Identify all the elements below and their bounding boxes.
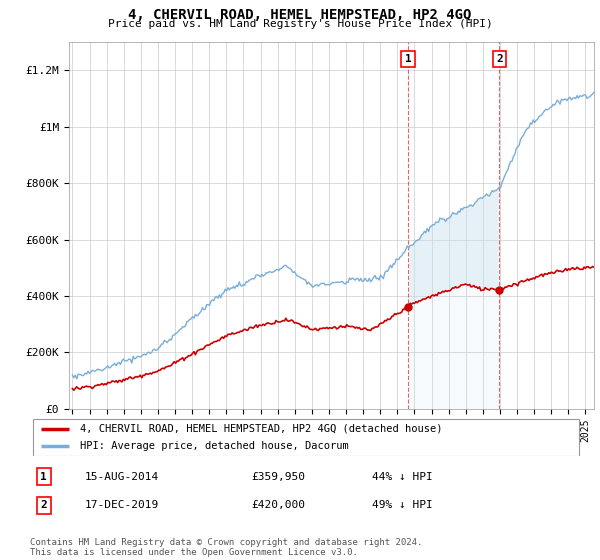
Text: 4, CHERVIL ROAD, HEMEL HEMPSTEAD, HP2 4GQ: 4, CHERVIL ROAD, HEMEL HEMPSTEAD, HP2 4G… (128, 8, 472, 22)
Text: 1: 1 (404, 54, 412, 64)
Text: 49% ↓ HPI: 49% ↓ HPI (372, 500, 433, 510)
Text: 2: 2 (40, 500, 47, 510)
Text: £420,000: £420,000 (251, 500, 305, 510)
Text: 2: 2 (496, 54, 503, 64)
Text: HPI: Average price, detached house, Dacorum: HPI: Average price, detached house, Daco… (80, 441, 349, 451)
FancyBboxPatch shape (33, 419, 579, 456)
Text: Contains HM Land Registry data © Crown copyright and database right 2024.
This d: Contains HM Land Registry data © Crown c… (30, 538, 422, 557)
Text: 1: 1 (40, 472, 47, 482)
Text: 44% ↓ HPI: 44% ↓ HPI (372, 472, 433, 482)
Text: Price paid vs. HM Land Registry's House Price Index (HPI): Price paid vs. HM Land Registry's House … (107, 19, 493, 29)
Text: £359,950: £359,950 (251, 472, 305, 482)
Text: 4, CHERVIL ROAD, HEMEL HEMPSTEAD, HP2 4GQ (detached house): 4, CHERVIL ROAD, HEMEL HEMPSTEAD, HP2 4G… (80, 423, 442, 433)
Text: 17-DEC-2019: 17-DEC-2019 (85, 500, 160, 510)
Text: 15-AUG-2014: 15-AUG-2014 (85, 472, 160, 482)
